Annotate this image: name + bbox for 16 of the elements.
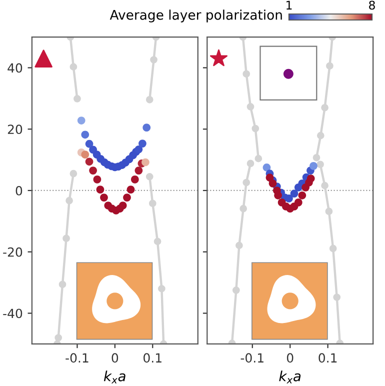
y-tick-label: 20 — [8, 124, 22, 134]
x-tick-label: -0.1 — [66, 353, 88, 363]
x-tick-label: 0.1 — [144, 353, 162, 363]
y-tick-label: 40 — [8, 63, 22, 73]
x-tick-label: 0 — [286, 353, 294, 363]
x-tick-label: -0.1 — [240, 353, 264, 363]
x-axis-title: k$_{x}$a — [279, 370, 301, 384]
y-tick-label: 0 — [16, 186, 22, 196]
y-tick-label: -20 — [3, 247, 22, 257]
y-tick-label: -40 — [3, 308, 22, 318]
color-bar-label: 8 — [369, 0, 375, 10]
x-axis-title: k$_{x}$a — [104, 370, 126, 384]
x-tick-label: 0.1 — [318, 353, 337, 363]
color-bar-title: Average layer polarization — [110, 10, 282, 22]
color-bar-label: 1 — [286, 0, 292, 10]
x-tick-label: 0 — [112, 353, 118, 363]
